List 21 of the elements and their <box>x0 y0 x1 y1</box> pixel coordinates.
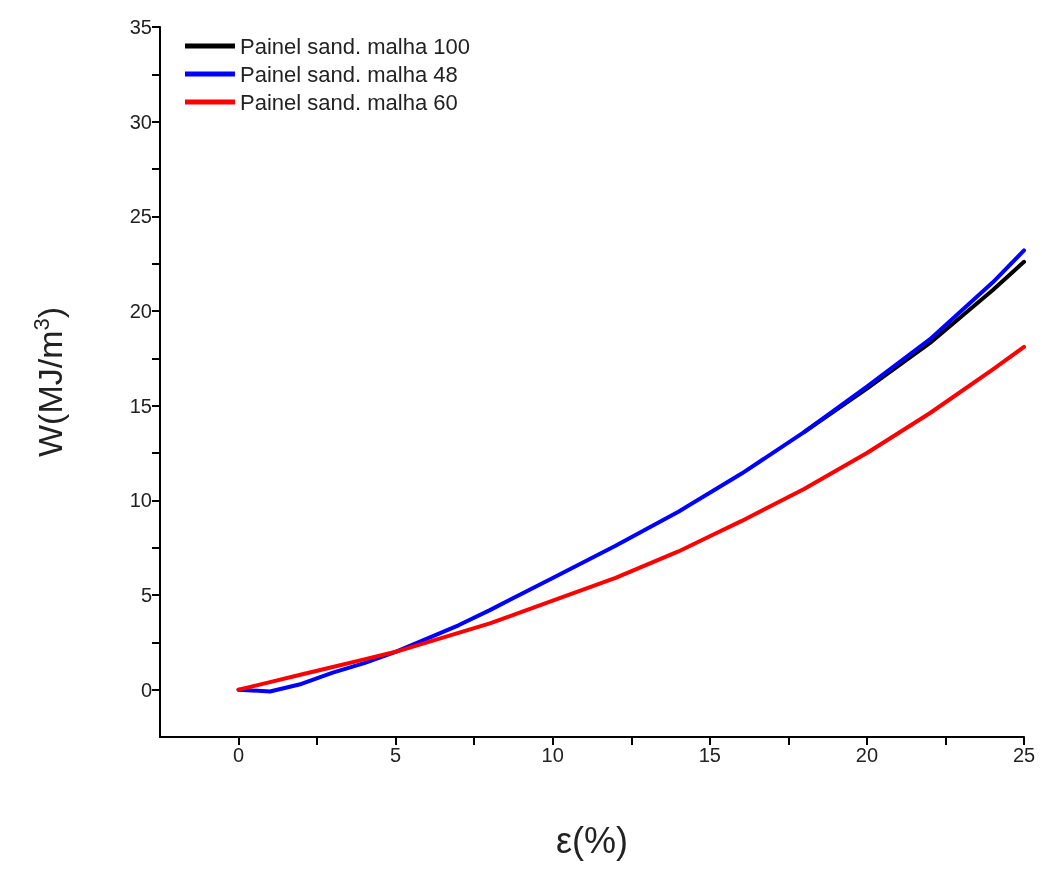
y-axis-title: W(MJ/m3) <box>28 306 69 458</box>
y-tick-label: 15 <box>129 394 152 417</box>
legend-label: Painel sand. malha 48 <box>240 61 458 87</box>
y-tick-label: 25 <box>129 205 152 228</box>
x-tick-label: 15 <box>698 744 721 766</box>
y-tick-label: 10 <box>129 489 152 512</box>
y-tick-label: 30 <box>129 110 152 133</box>
x-axis-title: ε(%) <box>555 819 629 861</box>
x-tick-label: 20 <box>855 744 879 766</box>
x-tick-label: 5 <box>390 744 402 766</box>
x-tick-label: 0 <box>232 744 245 766</box>
y-tick-label: 5 <box>140 584 152 606</box>
y-tick-label: 20 <box>129 300 152 322</box>
x-tick-label: 25 <box>1012 744 1036 766</box>
legend-label: Painel sand. malha 100 <box>240 33 470 59</box>
x-tick-label: 10 <box>541 744 564 766</box>
legend-label: Painel sand. malha 60 <box>240 89 458 115</box>
line-series <box>236 248 1026 694</box>
y-tick-label: 35 <box>129 16 152 38</box>
y-tick-label: 0 <box>140 678 152 701</box>
line-series <box>236 344 1026 692</box>
